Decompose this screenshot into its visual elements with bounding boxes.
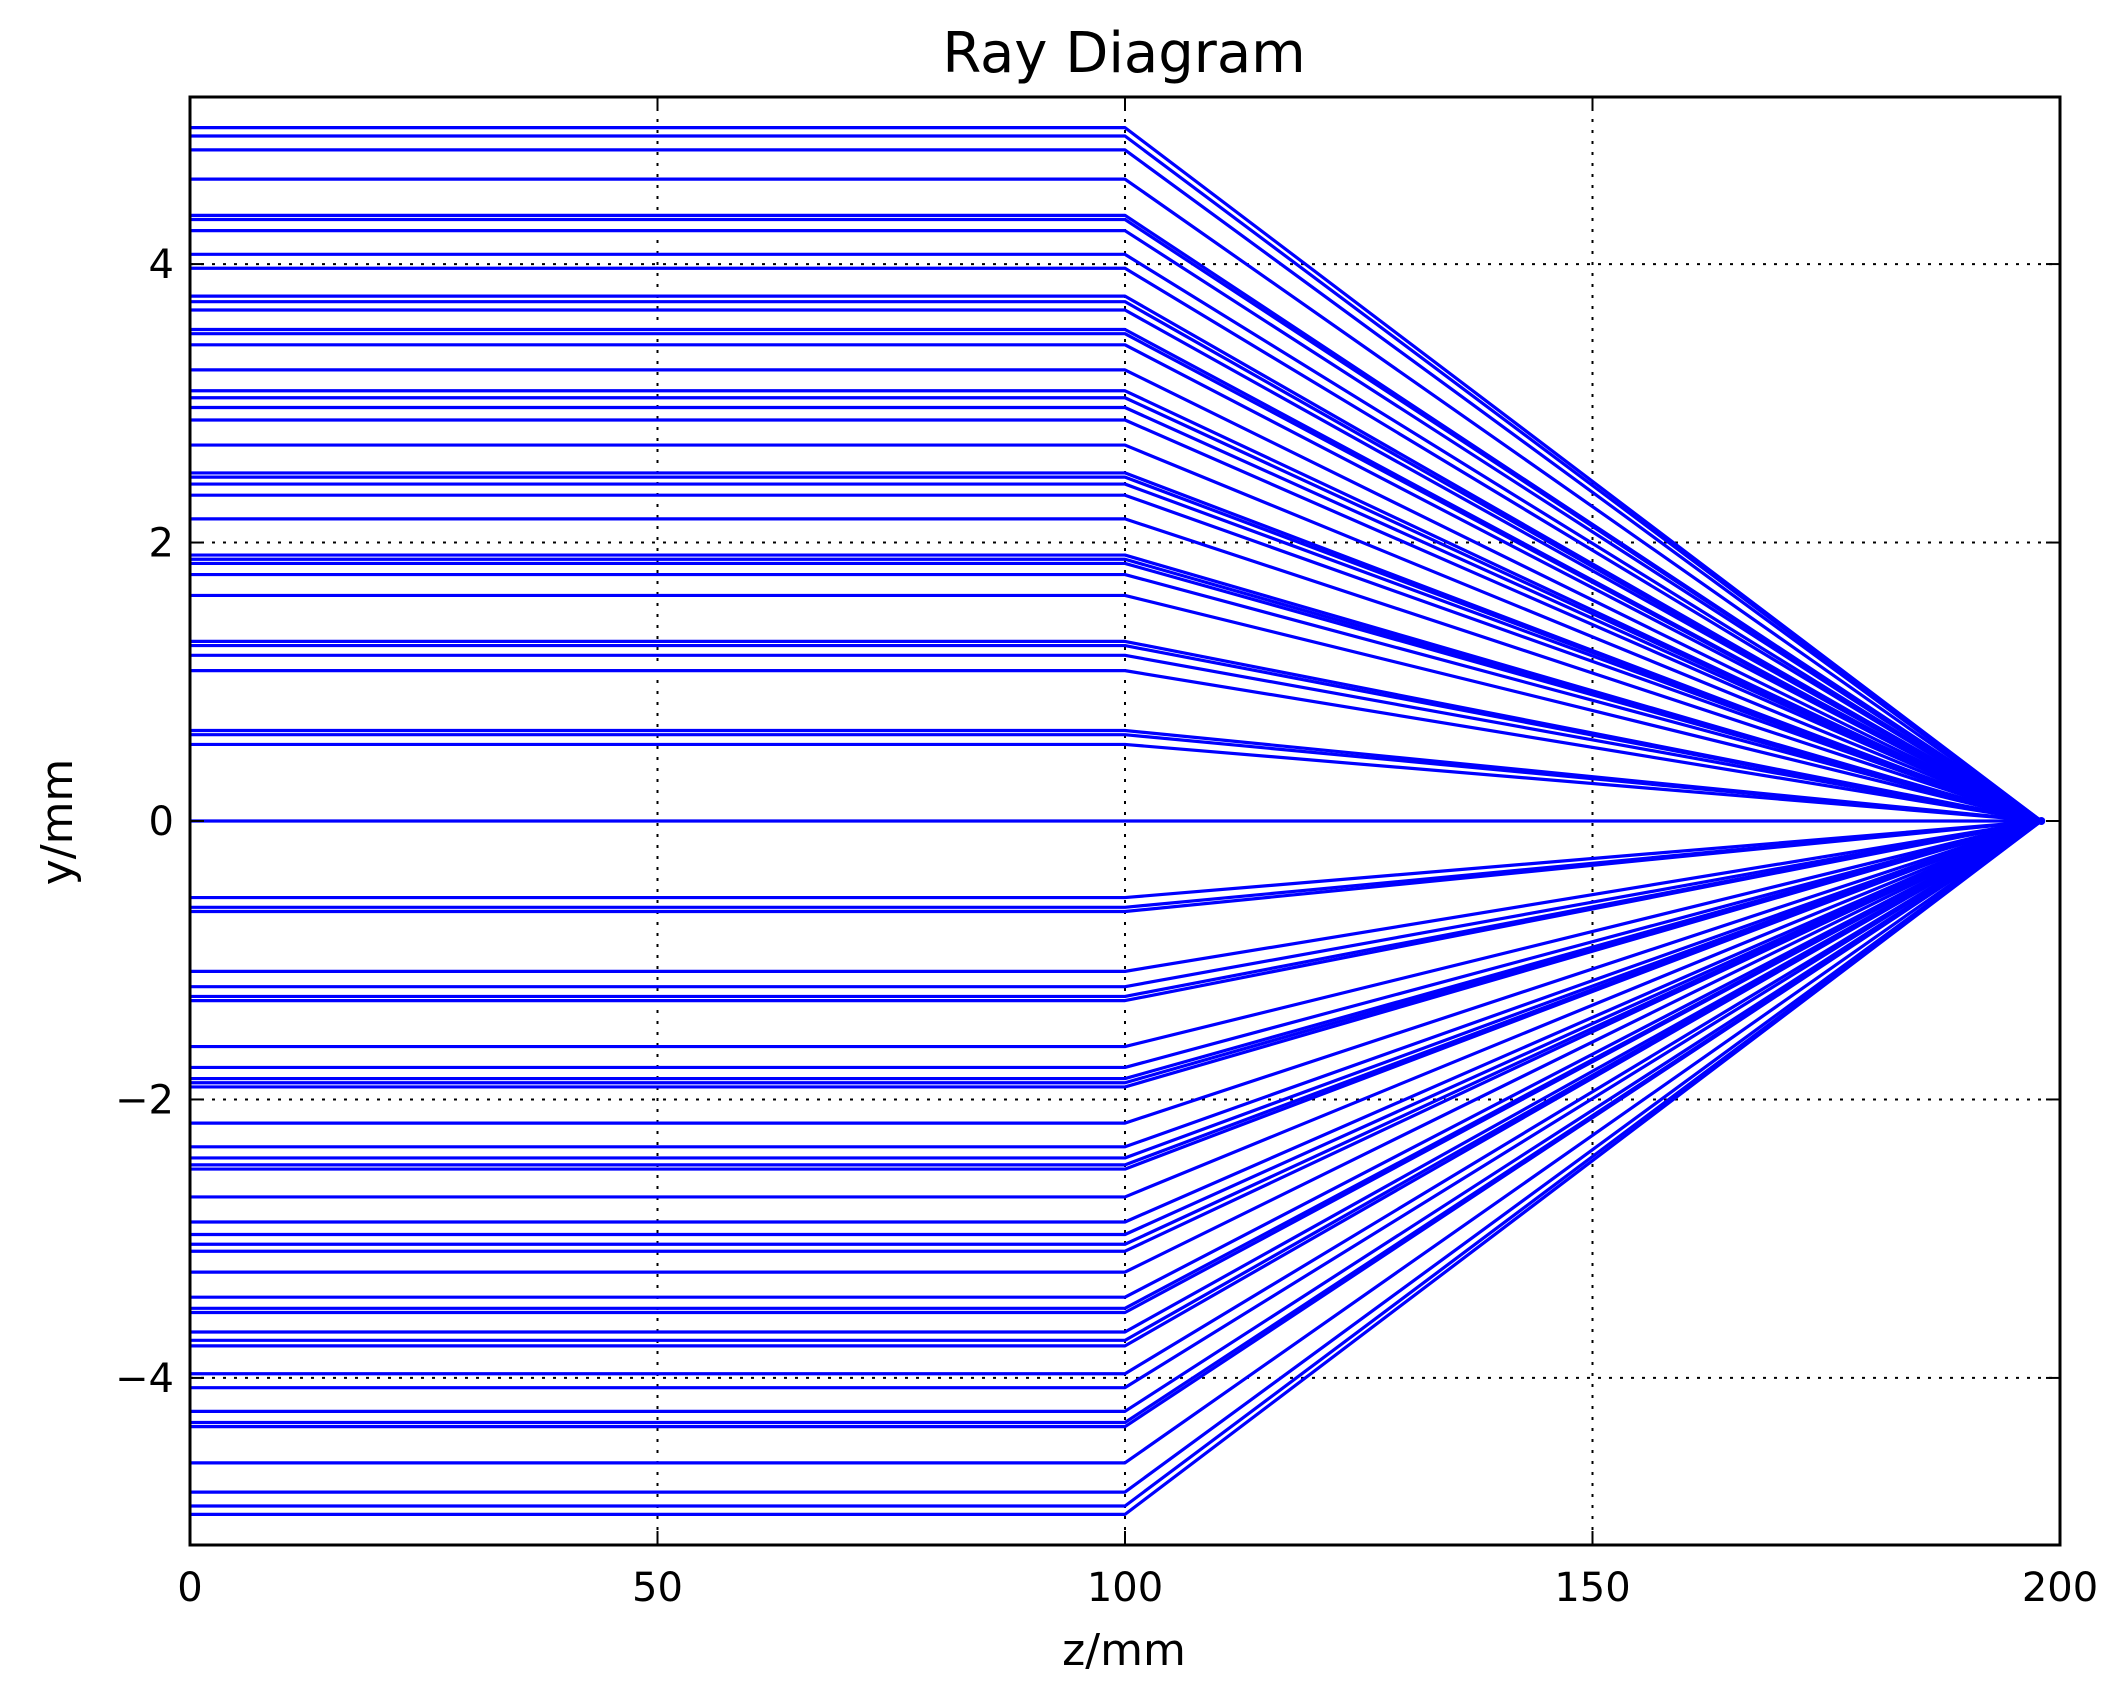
ray-37 (190, 742, 2042, 823)
ray-39 (190, 819, 2042, 900)
ray-15 (190, 368, 2043, 823)
ray-25 (190, 517, 2042, 823)
ray-13 (190, 332, 2043, 823)
ray-16 (190, 389, 2042, 823)
ray-18 (190, 405, 2042, 823)
ray-20 (190, 443, 2042, 823)
x-tick-label-4: 200 (2022, 1565, 2098, 1611)
ray-2 (190, 148, 2043, 823)
ray-30 (190, 593, 2042, 823)
ray-19 (190, 418, 2042, 823)
ray-0 (190, 126, 2043, 823)
ray-62 (190, 819, 2043, 1299)
ray-22 (190, 475, 2042, 823)
ray-53 (190, 819, 2042, 1160)
ray-74 (190, 819, 2043, 1494)
focal-point-marker (2037, 817, 2046, 825)
y-tick-label-1: −2 (115, 1077, 174, 1123)
x-tick-label-3: 150 (1554, 1565, 1630, 1611)
ray-69 (190, 819, 2043, 1390)
ray-75 (190, 819, 2043, 1508)
x-tick-label-2: 100 (1087, 1565, 1163, 1611)
x-axis-label: z/mm (1062, 1625, 1186, 1676)
ray-52 (190, 819, 2042, 1149)
ray-47 (190, 819, 2042, 1070)
x-tick-label-1: 50 (632, 1565, 683, 1611)
ray-23 (190, 482, 2042, 823)
ray-32 (190, 643, 2042, 823)
ray-60 (190, 819, 2042, 1253)
ray-14 (190, 343, 2043, 823)
ray-65 (190, 819, 2043, 1334)
y-axis-label: y/mm (32, 759, 83, 886)
ray-7 (190, 252, 2043, 823)
ray-3 (190, 177, 2043, 823)
y-tick-label-3: 2 (149, 521, 174, 567)
ray-66 (190, 819, 2043, 1342)
ray-56 (190, 819, 2042, 1199)
ray-51 (190, 819, 2042, 1125)
x-tick-label-0: 0 (177, 1565, 202, 1611)
ray-45 (190, 819, 2042, 1003)
ray-43 (190, 819, 2042, 989)
ray-59 (190, 819, 2042, 1246)
ray-41 (190, 819, 2042, 914)
ray-9 (190, 294, 2043, 823)
ray-67 (190, 819, 2043, 1348)
ray-34 (190, 669, 2042, 823)
ray-70 (190, 819, 2043, 1413)
ray-64 (190, 819, 2043, 1315)
ray-6 (190, 229, 2043, 823)
ray-46 (190, 819, 2042, 1049)
ray-68 (190, 819, 2043, 1376)
ray-73 (190, 819, 2043, 1465)
ray-55 (190, 819, 2042, 1171)
ray-36 (190, 733, 2042, 823)
chart-title: Ray Diagram (942, 21, 1305, 86)
y-tick-label-2: 0 (149, 799, 174, 845)
ray-76 (190, 819, 2043, 1516)
ray-50 (190, 819, 2042, 1089)
ray-10 (190, 300, 2043, 823)
ray-29 (190, 572, 2042, 823)
ray-58 (190, 819, 2042, 1237)
ray-17 (190, 396, 2042, 823)
ray-72 (190, 819, 2043, 1429)
ray-42 (190, 819, 2042, 973)
ray-57 (190, 819, 2042, 1224)
tick-marks (189, 97, 2061, 1545)
ray-24 (190, 493, 2042, 823)
ray-61 (190, 819, 2043, 1274)
ray-28 (190, 561, 2042, 823)
ray-33 (190, 653, 2042, 823)
ray-5 (190, 217, 2043, 823)
tick-labels: 0 50 100 150 200 −4 −2 0 2 4 (115, 242, 2098, 1611)
ray-1 (190, 134, 2043, 823)
y-tick-label-0: −4 (115, 1356, 174, 1402)
ray-11 (190, 308, 2043, 823)
ray-8 (190, 266, 2043, 823)
y-tick-label-4: 4 (149, 242, 174, 288)
rays-group (190, 126, 2046, 1516)
